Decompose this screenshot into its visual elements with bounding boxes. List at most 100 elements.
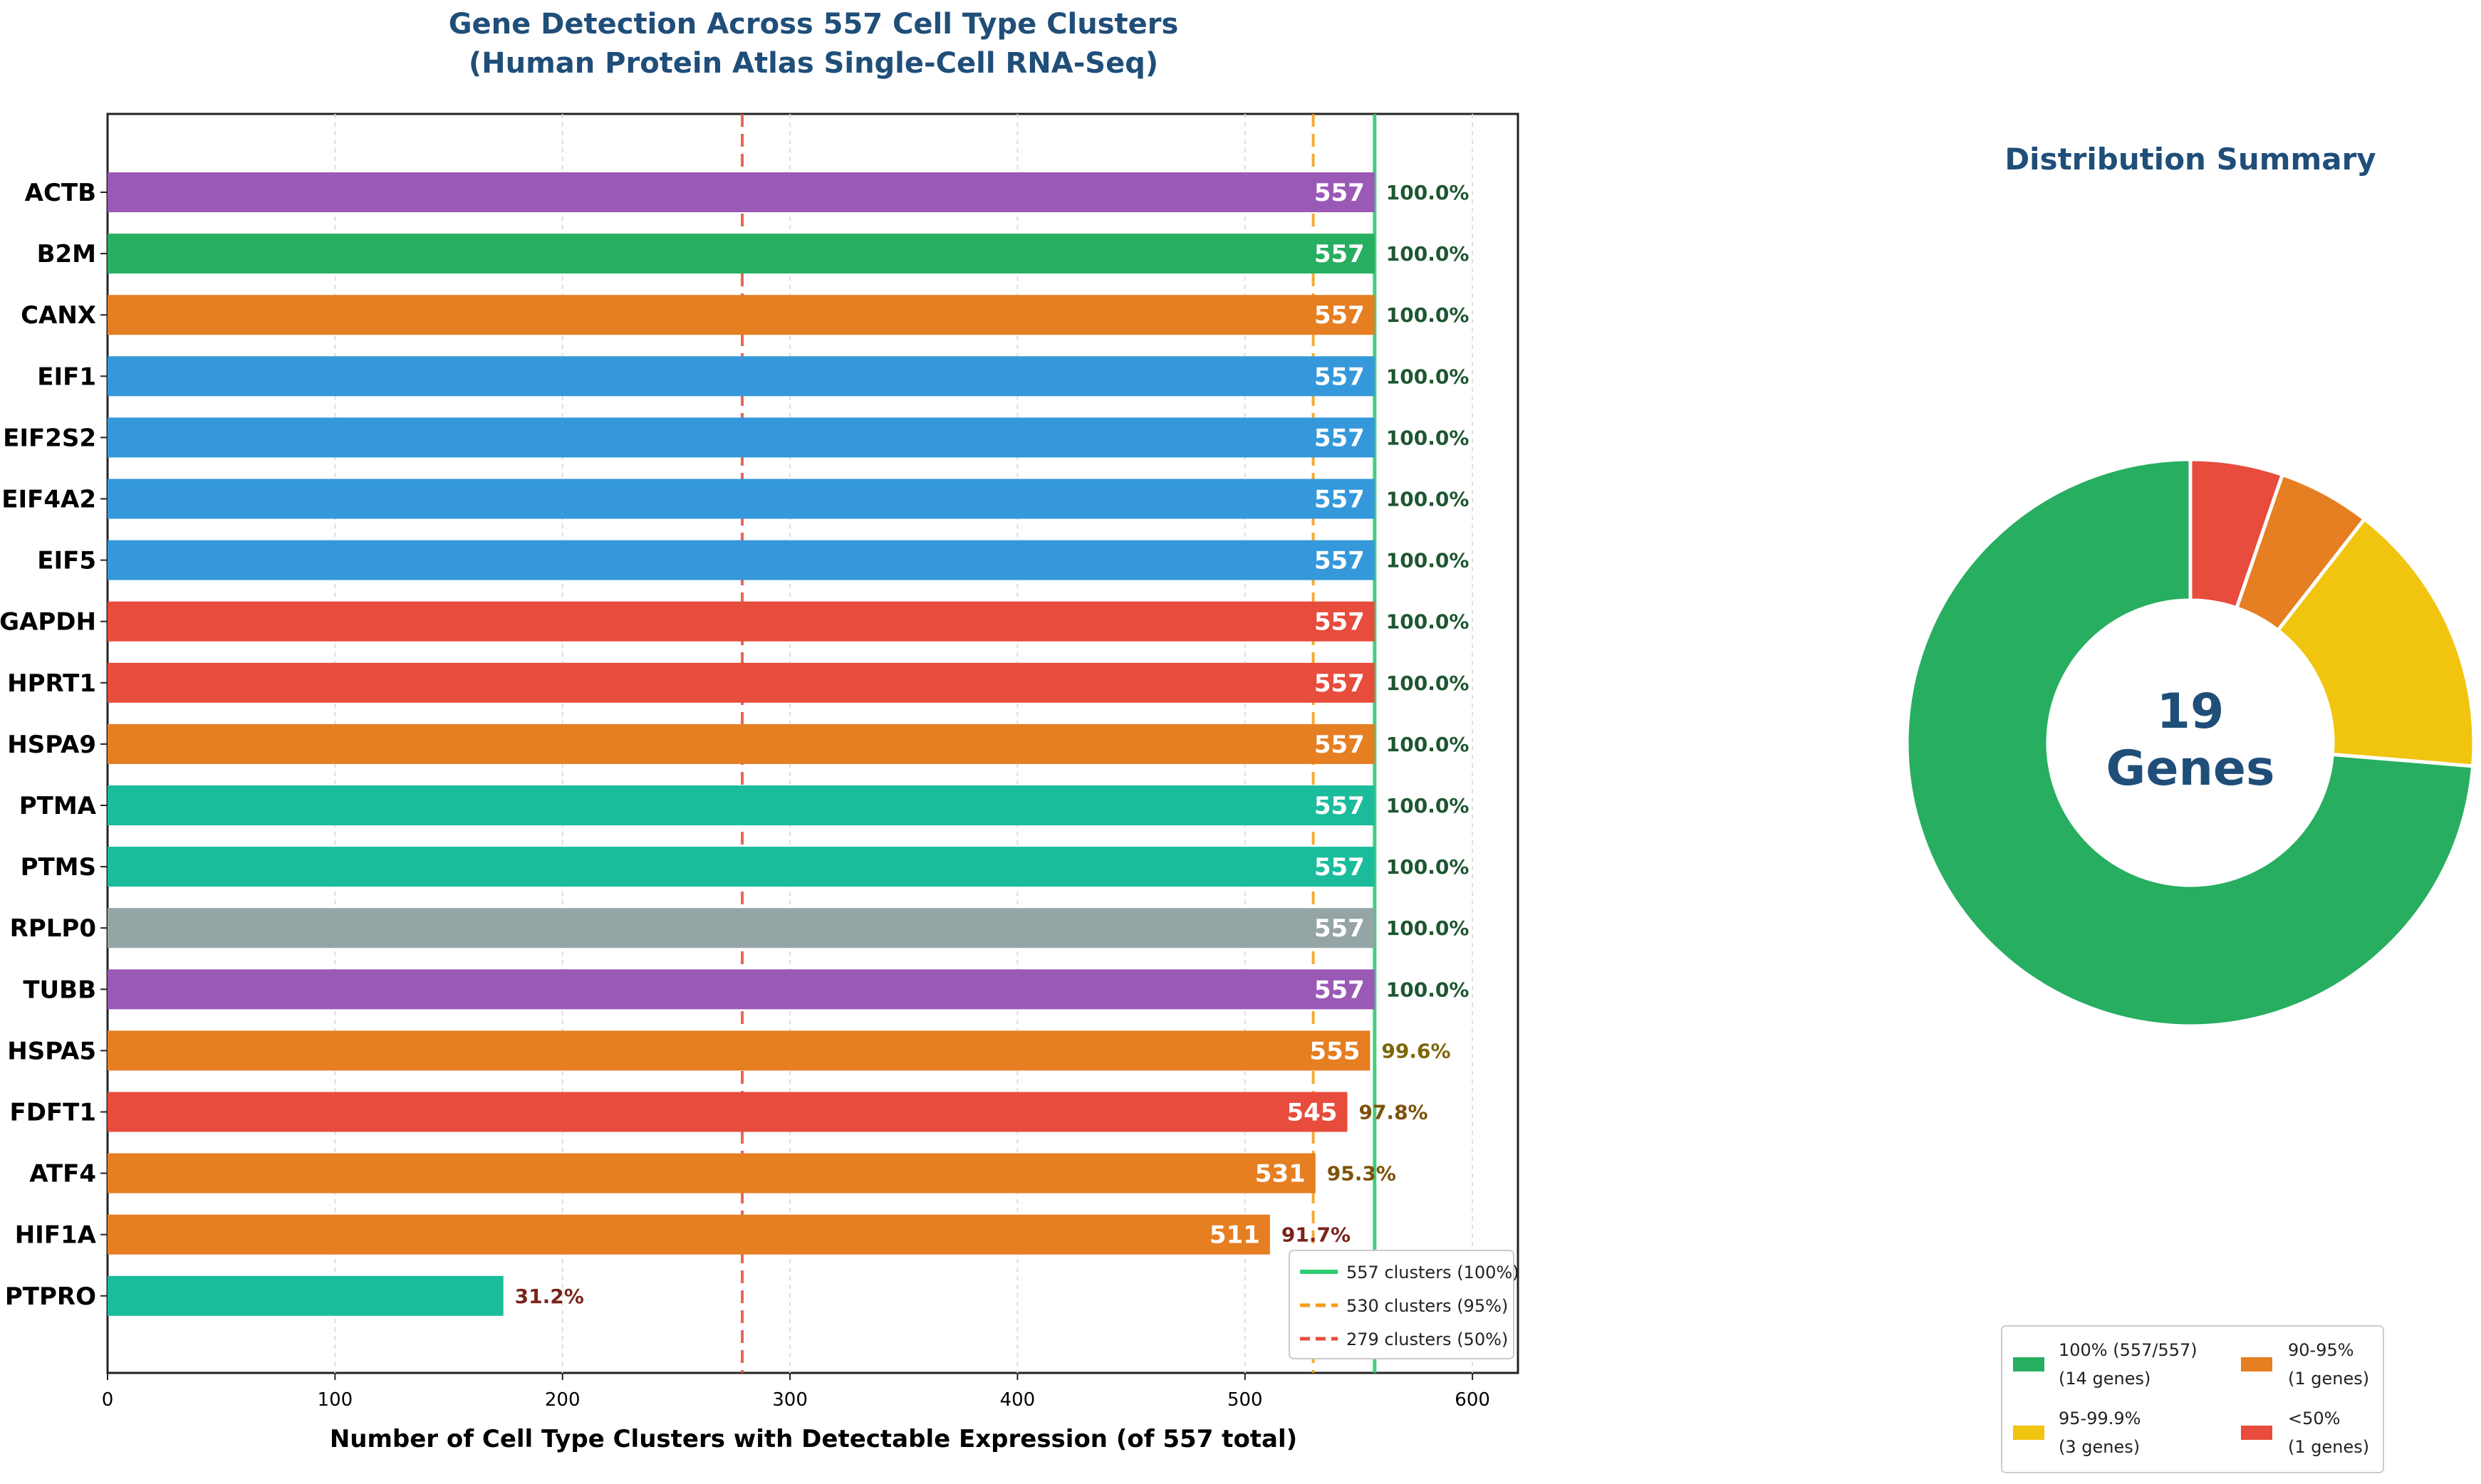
y-tick-label: GAPDH bbox=[0, 608, 96, 637]
donut-legend-swatch-95 bbox=[2013, 1426, 2044, 1440]
y-tick-label: HPRT1 bbox=[7, 669, 96, 698]
x-tick-label: 400 bbox=[1000, 1389, 1036, 1411]
donut-legend-label-100: 100% (557/557) bbox=[2059, 1340, 2197, 1360]
donut-title: Distribution Summary bbox=[2004, 142, 2376, 177]
donut-legend-sublabel-50: (1 genes) bbox=[2288, 1437, 2369, 1457]
y-tick-label: EIF5 bbox=[37, 547, 96, 575]
bar bbox=[108, 1214, 1270, 1255]
bar-percent-label: 100.0% bbox=[1386, 488, 1470, 511]
bar-value-label: 511 bbox=[1210, 1221, 1260, 1250]
donut-legend-swatch-50 bbox=[2241, 1426, 2272, 1440]
donut-legend-box bbox=[2001, 1325, 2384, 1473]
donut-legend-swatch-100 bbox=[2013, 1357, 2044, 1371]
x-tick-label: 600 bbox=[1455, 1389, 1490, 1411]
legend-label-100: 557 clusters (100%) bbox=[1346, 1263, 1519, 1282]
y-tick-label: B2M bbox=[37, 240, 96, 268]
bar-percent-label: 100.0% bbox=[1386, 365, 1470, 388]
bar-percent-label: 97.8% bbox=[1358, 1101, 1427, 1124]
bar-value-label: 557 bbox=[1314, 731, 1365, 759]
y-tick-label: PTMA bbox=[19, 792, 97, 820]
bar-percent-label: 99.6% bbox=[1381, 1039, 1450, 1062]
bar-value-label: 557 bbox=[1314, 792, 1365, 820]
donut-center-number: 19 bbox=[2157, 684, 2225, 740]
donut-legend-sublabel-90: (1 genes) bbox=[2288, 1369, 2369, 1389]
x-tick-label: 300 bbox=[772, 1389, 808, 1411]
bar-value-label: 557 bbox=[1314, 179, 1365, 207]
bar-percent-label: 100.0% bbox=[1386, 794, 1470, 817]
bar-value-label: 557 bbox=[1314, 362, 1365, 391]
bar bbox=[108, 1275, 504, 1316]
bar-value-label: 557 bbox=[1314, 486, 1365, 514]
x-tick-label: 0 bbox=[102, 1389, 114, 1411]
y-tick-label: HSPA9 bbox=[7, 731, 96, 759]
bar-value-label: 557 bbox=[1314, 976, 1365, 1004]
y-tick-label: ATF4 bbox=[29, 1160, 96, 1188]
bar-percent-label: 100.0% bbox=[1386, 916, 1470, 940]
donut-center-label: Genes bbox=[2106, 741, 2275, 797]
bar-value-label: 555 bbox=[1309, 1037, 1360, 1065]
bar-percent-label: 31.2% bbox=[515, 1285, 584, 1308]
y-tick-label: PTMS bbox=[21, 853, 96, 882]
bar bbox=[108, 969, 1375, 1010]
bar bbox=[108, 172, 1375, 212]
bar bbox=[108, 356, 1375, 397]
bar-value-label: 557 bbox=[1314, 853, 1365, 882]
donut-legend-sublabel-100: (14 genes) bbox=[2059, 1369, 2150, 1389]
bar-value-label: 557 bbox=[1314, 240, 1365, 268]
y-axis: ACTB B2M CANX EIF1 EIF2S2 EIF4A2 EIF5 GAPDH HPRT… bbox=[0, 179, 108, 1311]
donut-slice bbox=[1905, 457, 2475, 1028]
donut-legend-label-95: 95-99.9% bbox=[2059, 1409, 2141, 1428]
bar bbox=[108, 295, 1375, 335]
bar bbox=[108, 417, 1375, 458]
donut-chart bbox=[1905, 457, 2476, 1028]
bar bbox=[108, 540, 1375, 580]
bar-chart-legend: 557 clusters (100%) 530 clusters (95%) 2… bbox=[1289, 1250, 1519, 1359]
y-tick-label: TUBB bbox=[23, 976, 96, 1004]
y-tick-label: EIF2S2 bbox=[3, 424, 96, 452]
donut-legend-label-50: <50% bbox=[2288, 1409, 2340, 1428]
bar bbox=[108, 234, 1375, 274]
y-tick-label: PTPRO bbox=[5, 1282, 96, 1311]
donut-legend-sublabel-95: (3 genes) bbox=[2059, 1437, 2140, 1457]
y-tick-label: EIF4A2 bbox=[1, 486, 96, 514]
x-tick-label: 100 bbox=[318, 1389, 353, 1411]
bar bbox=[108, 1030, 1370, 1071]
donut-legend-label-90: 90-95% bbox=[2288, 1340, 2354, 1360]
donut-legend-swatch-90 bbox=[2241, 1357, 2272, 1371]
donut-legend: 100% (557/557) (14 genes) 90-95% (1 gene… bbox=[2001, 1325, 2384, 1473]
y-tick-label: FDFT1 bbox=[9, 1099, 96, 1127]
bar bbox=[108, 662, 1375, 703]
y-tick-label: ACTB bbox=[25, 179, 96, 207]
bar-chart-title: Gene Detection Across 557 Cell Type Clus… bbox=[449, 8, 1179, 41]
bar bbox=[108, 847, 1375, 887]
bar bbox=[108, 1092, 1348, 1132]
bar-percent-label: 100.0% bbox=[1386, 733, 1470, 756]
legend-box bbox=[1289, 1250, 1514, 1359]
bar-percent-label: 100.0% bbox=[1386, 549, 1470, 573]
bar bbox=[108, 723, 1375, 764]
bar bbox=[108, 601, 1375, 642]
legend-label-50: 279 clusters (50%) bbox=[1346, 1329, 1508, 1349]
donut-slice bbox=[2275, 516, 2476, 768]
bar-percent-label: 100.0% bbox=[1386, 426, 1470, 449]
bar bbox=[108, 785, 1375, 825]
bar-percent-label: 91.7% bbox=[1281, 1223, 1351, 1247]
x-tick-label: 500 bbox=[1227, 1389, 1263, 1411]
bar-percent-label: 100.0% bbox=[1386, 242, 1470, 266]
y-tick-label: EIF1 bbox=[37, 362, 96, 391]
y-tick-label: CANX bbox=[21, 301, 96, 330]
bar-percent-label: 100.0% bbox=[1386, 855, 1470, 879]
bar-value-label: 557 bbox=[1314, 914, 1365, 943]
y-tick-label: HSPA5 bbox=[7, 1037, 96, 1065]
bar-percent-label: 100.0% bbox=[1386, 978, 1470, 1001]
bar-value-label: 557 bbox=[1314, 608, 1365, 637]
bar bbox=[108, 479, 1375, 519]
bar-value-label: 557 bbox=[1314, 301, 1365, 330]
bar-chart-subtitle: (Human Protein Atlas Single-Cell RNA-Seq… bbox=[469, 47, 1158, 80]
y-tick-label: HIF1A bbox=[15, 1221, 97, 1250]
bar-percent-label: 100.0% bbox=[1386, 610, 1470, 634]
x-axis-label: Number of Cell Type Clusters with Detect… bbox=[330, 1425, 1297, 1453]
y-tick-label: RPLP0 bbox=[10, 914, 96, 943]
bar-percent-label: 95.3% bbox=[1327, 1162, 1396, 1186]
